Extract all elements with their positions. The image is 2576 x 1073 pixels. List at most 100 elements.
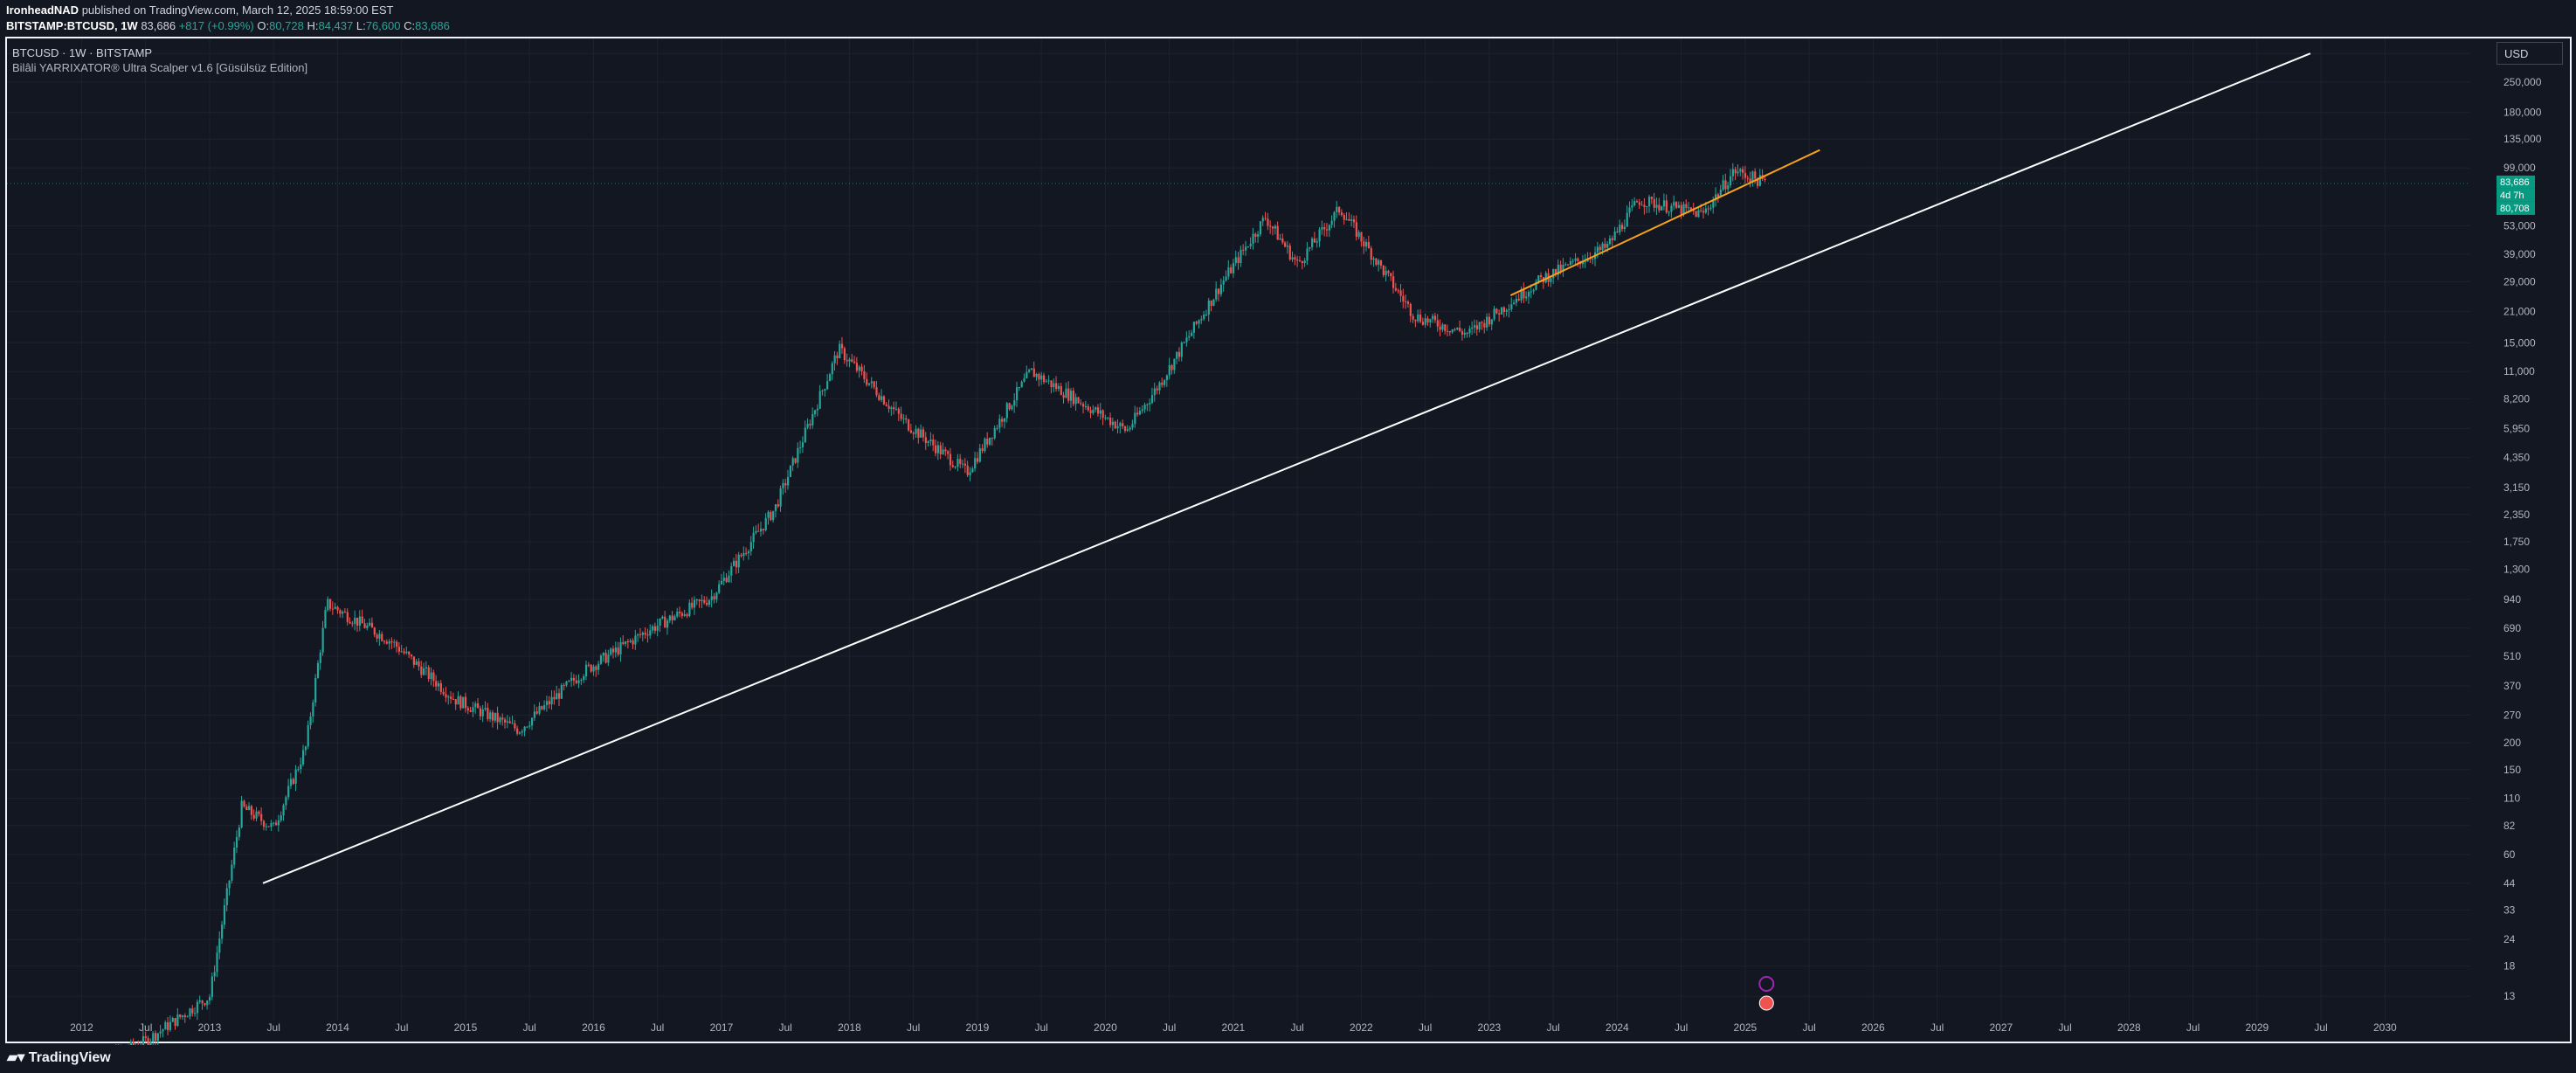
candle-body — [1131, 424, 1134, 428]
candle-body — [1222, 280, 1225, 285]
candle-body — [794, 458, 797, 463]
x-tick-label: 2022 — [1350, 1021, 1373, 1034]
candle-body — [1087, 406, 1089, 411]
candle-body — [1122, 423, 1124, 427]
candle-body — [1421, 322, 1425, 325]
candle-body — [1109, 417, 1112, 426]
candle-body — [1234, 257, 1237, 264]
candle-body — [1020, 381, 1023, 388]
candle-body — [1015, 387, 1019, 401]
candle-body — [1333, 211, 1336, 221]
candle-body — [626, 640, 630, 642]
candle-body — [1739, 169, 1742, 172]
candle-body — [1323, 227, 1326, 230]
candle-body — [314, 677, 317, 703]
candle-body — [154, 1033, 157, 1041]
candle-body — [442, 691, 445, 695]
candle-body — [592, 666, 595, 672]
y-tick-label: 60 — [2503, 848, 2516, 861]
candle-body — [405, 651, 408, 654]
candle-body — [1441, 324, 1444, 330]
candle-body — [243, 800, 245, 806]
candle-body — [176, 1014, 179, 1027]
candle-body — [1207, 300, 1210, 315]
candle-body — [935, 445, 937, 453]
candle-body — [1367, 241, 1371, 249]
candle-body — [221, 924, 224, 939]
candle-body — [653, 626, 657, 631]
candle-body — [1050, 380, 1053, 388]
candle-body — [853, 361, 856, 363]
candle-body — [1719, 189, 1722, 197]
candle-body — [1675, 202, 1678, 208]
candle-body — [223, 905, 226, 925]
candle-body — [541, 706, 543, 710]
candle-body — [1569, 260, 1572, 266]
candle-body — [1716, 194, 1720, 197]
candle-body — [1291, 257, 1294, 260]
candle-body — [1517, 299, 1520, 301]
candle-body — [733, 560, 736, 566]
candle-body — [167, 1022, 169, 1030]
candle-body — [472, 707, 474, 712]
candle-body — [568, 681, 570, 682]
candle-body — [1363, 241, 1365, 247]
candle-body — [1581, 261, 1585, 265]
candle-body — [1080, 403, 1082, 405]
candle-body — [779, 488, 782, 507]
author-name[interactable]: IronheadNAD — [6, 3, 79, 17]
candle-body — [962, 463, 964, 465]
candle-body — [951, 465, 954, 467]
candle-body — [789, 465, 792, 477]
candle-body — [275, 822, 278, 826]
y-tick-label: 44 — [2503, 877, 2516, 890]
candle-body — [560, 685, 563, 699]
candle-body — [538, 706, 541, 714]
candle-body — [565, 681, 568, 686]
currency-button[interactable]: USD — [2497, 42, 2563, 65]
candle-body — [570, 677, 573, 682]
candle-body — [909, 430, 913, 433]
candle-body — [1116, 426, 1119, 429]
candle-body — [396, 641, 398, 647]
candle-body — [390, 640, 393, 643]
open-label: O: — [257, 19, 270, 32]
close-label: C: — [404, 19, 416, 32]
indicator-legend[interactable]: Bilâli YARRIXATOR® Ultra Scalper v1.6 [G… — [12, 61, 308, 74]
candle-body — [159, 1031, 162, 1034]
candle-body — [831, 363, 833, 375]
candle-body — [1658, 204, 1661, 211]
orange-trendline — [1509, 149, 1820, 296]
series-legend[interactable]: BTCUSD · 1W · BITSTAMP — [12, 46, 153, 59]
candle-body — [757, 530, 760, 532]
candle-body — [346, 612, 349, 622]
x-tick-label: 2012 — [70, 1021, 93, 1034]
candle-body — [1176, 351, 1178, 359]
candle-body — [508, 721, 511, 723]
candle-body — [1611, 238, 1613, 240]
candle-body — [235, 836, 238, 848]
candle-body — [1165, 375, 1169, 381]
candle-body — [1544, 273, 1547, 283]
candle-body — [698, 599, 701, 602]
candle-body — [1188, 336, 1191, 338]
candle-body — [1038, 374, 1040, 380]
candle-body — [843, 348, 846, 361]
candle-body — [816, 408, 818, 411]
candle-body — [228, 880, 231, 889]
open-value: 80,728 — [269, 19, 304, 32]
candle-body — [1158, 382, 1161, 391]
candle-body — [998, 419, 1001, 428]
candle-body — [1756, 178, 1759, 186]
candle-body — [477, 703, 480, 709]
candle-body — [1126, 429, 1129, 432]
candle-body — [1680, 204, 1682, 215]
x-tick-label: 2020 — [1094, 1021, 1117, 1034]
candle-body — [339, 610, 342, 614]
y-tick-label: 135,000 — [2503, 133, 2542, 145]
candle-body — [1281, 239, 1284, 243]
candle-body — [747, 551, 750, 554]
candle-body — [1360, 232, 1363, 242]
candle-body — [1715, 194, 1717, 201]
